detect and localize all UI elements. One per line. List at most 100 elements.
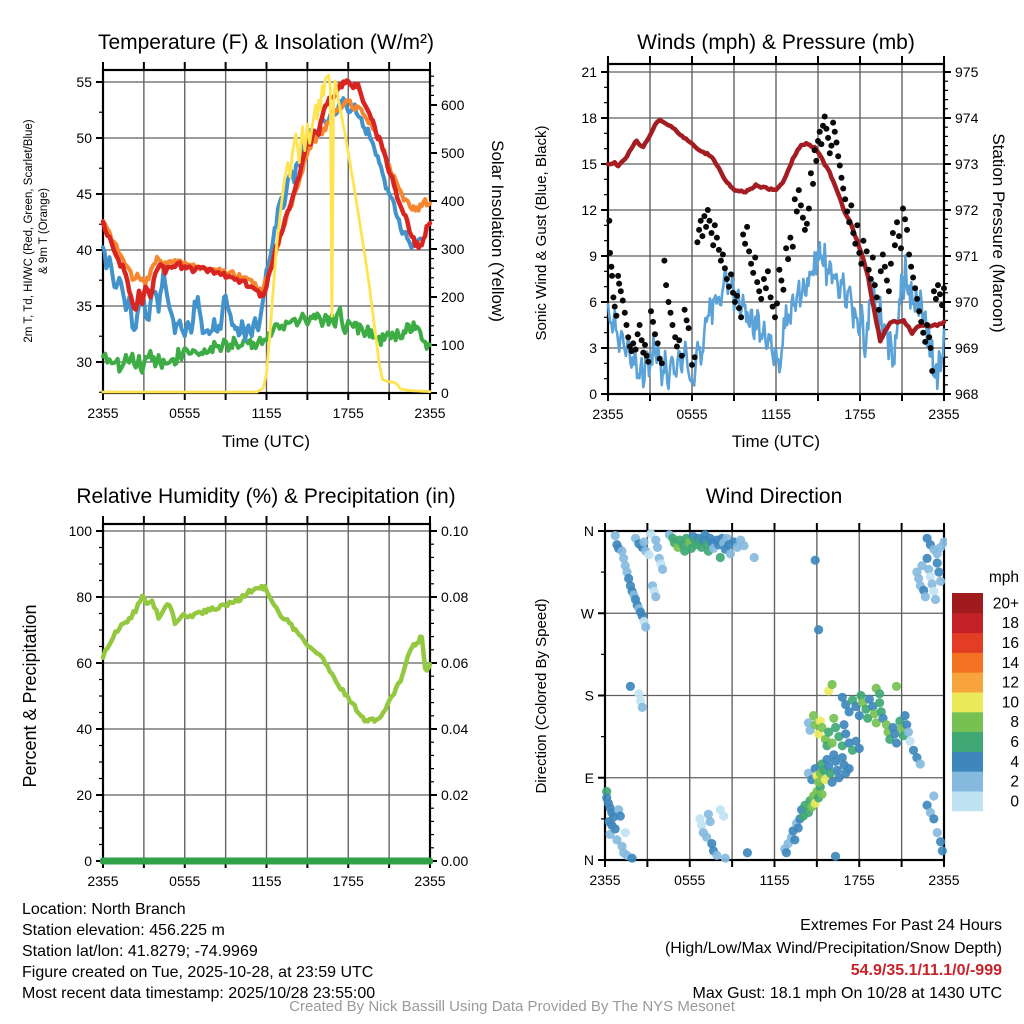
svg-text:3: 3	[589, 340, 597, 356]
temperature-left-axis-label-line1: 2m T, Td, HI/WC (Red, Green, Scarlet/Blu…	[23, 119, 35, 342]
chart-title-winds: Winds (mph) & Pressure (mb)	[637, 31, 915, 54]
pressure-right-axis-label: Station Pressure (Maroon)	[989, 133, 1008, 332]
humidity_precip-series	[100, 583, 433, 865]
svg-text:20+: 20+	[993, 595, 1019, 612]
wind-left-axis-label: Sonic Wind & Gust (Blue, Black)	[533, 125, 550, 340]
extremes-subtitle: (High/Low/Max Wind/Precipitation/Snow De…	[664, 939, 1002, 957]
svg-text:0.04: 0.04	[441, 721, 468, 737]
svg-text:2355: 2355	[414, 405, 445, 421]
svg-text:100: 100	[69, 523, 93, 539]
svg-text:16: 16	[1002, 635, 1019, 652]
svg-text:4: 4	[1010, 754, 1019, 771]
chart-title-wind-direction: Wind Direction	[706, 485, 843, 508]
temperature-insolation-chart: 2355 0555 1155 1755 2355 30 35 40 45 50 55 0 100 200 3…	[23, 31, 507, 451]
svg-text:6: 6	[1010, 734, 1019, 751]
winds_pressure-series	[605, 113, 947, 391]
scatter-wind-direction-speed	[602, 529, 947, 863]
svg-text:45: 45	[76, 186, 92, 202]
svg-text:2355: 2355	[592, 406, 623, 422]
svg-text:55: 55	[76, 74, 92, 90]
winds-pressure-chart: 2355 0555 1155 1755 2355 0 3 6 9 12 15 18 21 968 969 97…	[533, 31, 1008, 451]
panel-temperature-insolation: 2355 0555 1155 1755 2355 30 35 40 45 50 55 0 100 200 3…	[0, 0, 512, 470]
extremes-values: 54.9/35.1/11.1/0/-999	[850, 962, 1002, 979]
figure-created: Figure created on Tue, 2025-10-28, at 23…	[22, 964, 374, 981]
svg-text:200: 200	[441, 289, 465, 305]
svg-text:40: 40	[76, 721, 92, 737]
panel-winds-pressure: 2355 0555 1155 1755 2355 0 3 6 9 12 15 18 21 968 969 97…	[512, 0, 1024, 470]
svg-text:975: 975	[955, 64, 979, 80]
svg-text:14: 14	[1002, 655, 1020, 672]
svg-text:N: N	[584, 852, 594, 868]
plot-area-humidity: 2355 0555 1155 1755 2355 0 20 40 60 80 100 0.00 0.02…	[69, 516, 468, 889]
svg-text:1155: 1155	[251, 873, 281, 889]
humidity-precipitation-chart: 2355 0555 1155 1755 2355 0 20 40 60 80 100 0.00 0.02…	[20, 485, 468, 889]
svg-text:2355: 2355	[928, 872, 959, 888]
svg-text:S: S	[585, 688, 594, 704]
temperature-x-axis-label: Time (UTC)	[222, 432, 310, 451]
svg-text:1155: 1155	[251, 405, 281, 421]
series-pressure	[605, 117, 947, 344]
svg-text:969: 969	[955, 340, 979, 356]
series-dewpoint-2m	[101, 305, 432, 375]
svg-text:1155: 1155	[761, 406, 791, 422]
svg-text:100: 100	[441, 337, 465, 353]
svg-text:0555: 0555	[169, 405, 200, 421]
winds-x-axis-label: Time (UTC)	[732, 432, 820, 451]
station-latlon: Station lat/lon: 41.8279; -74.9969	[22, 943, 258, 960]
plot-area-winds: 2355 0555 1155 1755 2355 0 3 6 9 12 15 18 21 968 969 97…	[581, 56, 979, 422]
svg-text:10: 10	[1002, 694, 1020, 711]
station-location: Location: North Branch	[22, 901, 186, 918]
svg-text:0.06: 0.06	[441, 655, 468, 671]
series-wind-chill	[101, 96, 423, 343]
svg-text:971: 971	[955, 248, 979, 264]
svg-text:0: 0	[441, 385, 449, 401]
svg-text:6: 6	[589, 294, 597, 310]
svg-text:18: 18	[1002, 615, 1019, 632]
svg-text:400: 400	[441, 193, 465, 209]
svg-text:600: 600	[441, 97, 465, 113]
svg-text:0.00: 0.00	[441, 853, 468, 869]
series-insolation	[101, 73, 432, 394]
svg-text:20: 20	[76, 787, 92, 803]
temperature_insolation-series	[100, 73, 433, 394]
series-temp-2m	[100, 78, 433, 312]
svg-text:E: E	[585, 770, 594, 786]
svg-text:0: 0	[1010, 793, 1019, 810]
data-timestamp: Most recent data timestamp: 2025/10/28 2…	[22, 985, 376, 1002]
svg-text:974: 974	[955, 110, 979, 126]
svg-text:1755: 1755	[844, 872, 875, 888]
chart-title-temperature: Temperature (F) & Insolation (W/m²)	[98, 31, 434, 54]
svg-text:2355: 2355	[87, 405, 118, 421]
svg-text:0: 0	[84, 853, 92, 869]
svg-text:970: 970	[955, 294, 979, 310]
svg-text:1755: 1755	[333, 405, 364, 421]
svg-text:500: 500	[441, 145, 465, 161]
svg-text:50: 50	[76, 130, 92, 146]
svg-text:2355: 2355	[589, 872, 620, 888]
svg-text:2: 2	[1010, 774, 1019, 791]
humidity-left-axis-label: Percent & Precipitation	[20, 604, 40, 787]
plot-area-temperature: 2355 0555 1155 1755 2355 30 35 40 45 50 55 0 100 200 3…	[76, 62, 465, 421]
station-elevation: Station elevation: 456.225 m	[22, 922, 225, 939]
svg-text:0.10: 0.10	[441, 523, 468, 539]
svg-text:9: 9	[589, 248, 597, 264]
svg-text:0.08: 0.08	[441, 589, 468, 605]
max-gust: Max Gust: 18.1 mph On 10/28 at 1430 UTC	[692, 984, 1003, 1002]
svg-text:2355: 2355	[87, 873, 118, 889]
extremes-info: Extremes For Past 24 Hours (High/Low/Max…	[665, 915, 1002, 1005]
svg-text:15: 15	[581, 156, 597, 172]
svg-text:8: 8	[1010, 714, 1019, 731]
svg-text:0: 0	[589, 386, 597, 402]
svg-text:0.02: 0.02	[441, 787, 468, 803]
svg-text:0555: 0555	[674, 872, 705, 888]
svg-text:12: 12	[1002, 675, 1019, 692]
svg-text:30: 30	[76, 354, 92, 370]
svg-text:968: 968	[955, 386, 979, 402]
speed-colorbar: mph 0 2 4 6 8 10 12 14 16 18 20+	[952, 569, 1020, 812]
svg-text:1155: 1155	[759, 872, 789, 888]
svg-text:mph: mph	[989, 569, 1019, 586]
svg-text:80: 80	[76, 589, 92, 605]
svg-text:W: W	[581, 605, 595, 621]
